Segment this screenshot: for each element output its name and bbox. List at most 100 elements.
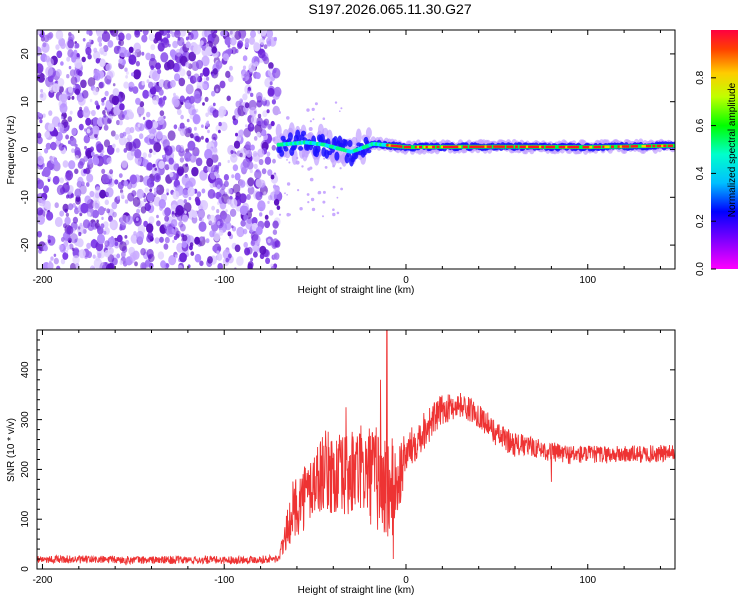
noise-blob xyxy=(266,40,272,47)
noise-blob xyxy=(250,30,256,38)
signal-peak xyxy=(663,144,667,147)
noise-blob xyxy=(146,162,153,171)
noise-blob xyxy=(264,77,272,88)
noise-blob xyxy=(136,188,144,199)
noise-blob xyxy=(156,130,163,140)
noise-blob xyxy=(175,230,181,237)
signal-peak xyxy=(528,145,532,148)
noise-blob xyxy=(75,197,81,205)
noise-blob xyxy=(119,260,124,265)
noise-blob xyxy=(213,232,221,242)
noise-blob xyxy=(188,95,195,104)
noise-blob xyxy=(218,162,222,167)
noise-blob xyxy=(54,202,59,209)
noise-blob xyxy=(182,189,190,199)
noise-blob xyxy=(202,67,210,77)
noise-blob xyxy=(92,125,100,135)
noise-blob xyxy=(152,121,159,129)
signal-peak xyxy=(397,145,401,148)
signal-peak xyxy=(560,145,564,149)
signal-peak xyxy=(447,145,451,149)
noise-blob xyxy=(248,36,255,45)
noise-blob xyxy=(81,90,89,99)
signal-peak xyxy=(392,144,396,148)
noise-blob xyxy=(104,199,110,206)
noise-blob xyxy=(244,102,250,109)
scatter-dot xyxy=(297,189,300,192)
noise-blob xyxy=(271,144,276,151)
noise-blob xyxy=(200,135,204,140)
noise-blob xyxy=(103,207,107,211)
noise-blob xyxy=(267,169,273,177)
noise-blob xyxy=(83,135,91,144)
noise-blob xyxy=(217,263,223,269)
noise-blob xyxy=(148,33,155,42)
noise-blob xyxy=(101,98,105,103)
noise-blob xyxy=(80,202,89,214)
noise-blob xyxy=(101,168,106,174)
noise-blob xyxy=(79,212,83,217)
noise-blob xyxy=(207,129,210,134)
noise-blob xyxy=(71,95,75,100)
noise-blob xyxy=(158,30,164,36)
noise-blob xyxy=(99,189,107,199)
scatter-dot xyxy=(308,127,313,131)
noise-blob xyxy=(66,245,71,251)
signal-peak xyxy=(641,145,645,148)
noise-blob xyxy=(111,201,118,210)
signal-core xyxy=(301,130,306,136)
scatter-dot xyxy=(340,187,343,191)
signal-peak xyxy=(386,144,390,147)
signal-peak xyxy=(652,144,656,148)
noise-blob xyxy=(139,101,145,108)
noise-blob xyxy=(195,198,201,206)
noise-blob xyxy=(235,48,239,54)
noise-blob xyxy=(71,56,76,63)
noise-blob xyxy=(55,30,64,40)
noise-blob xyxy=(179,252,187,263)
scatter-dot xyxy=(286,182,291,186)
noise-blob xyxy=(213,136,216,141)
noise-blob xyxy=(273,252,280,260)
noise-blob xyxy=(97,226,104,235)
noise-blob xyxy=(109,221,116,230)
noise-blob xyxy=(83,168,87,174)
noise-blob xyxy=(106,208,111,214)
noise-blob xyxy=(86,242,91,249)
scatter-dot xyxy=(301,165,304,168)
noise-blob xyxy=(75,42,80,49)
spectrogram-ytick-label: 10 xyxy=(20,96,31,108)
noise-blob xyxy=(154,237,160,244)
noise-blob xyxy=(102,110,106,115)
noise-blob xyxy=(69,137,77,147)
noise-blob xyxy=(93,50,101,61)
noise-blob xyxy=(265,257,271,264)
noise-blob xyxy=(225,257,229,263)
noise-blob xyxy=(237,42,243,50)
signal-core xyxy=(279,149,285,157)
noise-blob xyxy=(59,127,64,133)
noise-blob xyxy=(212,68,218,75)
noise-blob xyxy=(45,76,54,88)
noise-blob xyxy=(201,124,204,128)
signal-peak xyxy=(602,145,606,148)
signal-peak xyxy=(486,145,490,148)
noise-blob xyxy=(235,115,239,120)
noise-blob xyxy=(203,83,208,90)
noise-blob xyxy=(56,50,63,59)
noise-blob xyxy=(250,92,254,97)
noise-blob xyxy=(135,97,141,105)
noise-blob xyxy=(242,158,250,168)
noise-blob xyxy=(125,71,129,75)
noise-blob xyxy=(78,249,86,259)
noise-blob xyxy=(87,53,92,60)
noise-blob xyxy=(101,149,105,154)
spectrogram-marks xyxy=(37,30,675,269)
noise-blob xyxy=(157,251,165,260)
noise-blob xyxy=(145,119,153,130)
signal-peak xyxy=(604,145,608,148)
signal-peak xyxy=(423,145,427,149)
noise-blob xyxy=(142,116,146,120)
noise-blob xyxy=(219,222,223,227)
noise-blob xyxy=(136,105,145,116)
